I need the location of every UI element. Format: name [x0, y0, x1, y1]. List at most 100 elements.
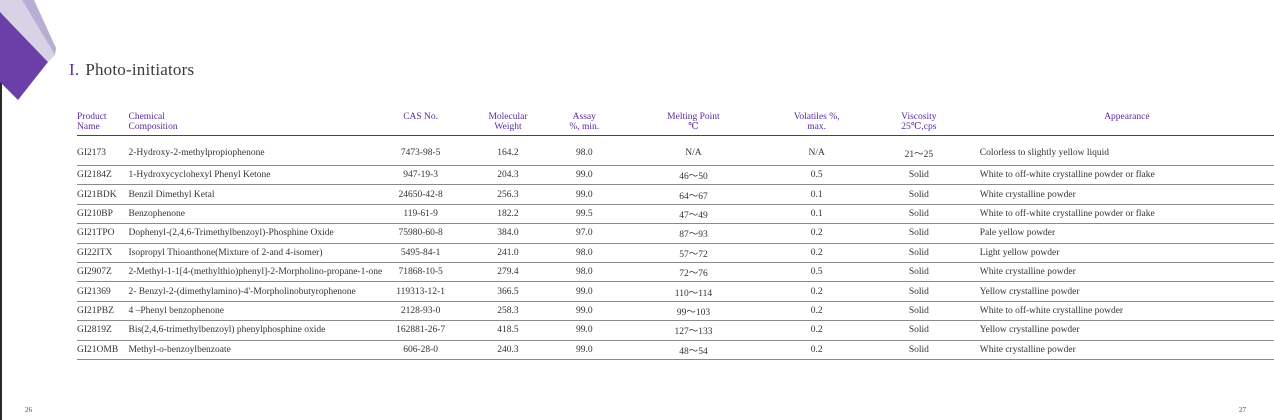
cell-chemical-composition: Benzil Dimethyl Ketal — [128, 184, 383, 205]
cell-viscosity: Solid — [857, 340, 980, 360]
header-assay: Assay%, min. — [557, 110, 612, 136]
corner-chevron-decoration — [0, 0, 56, 100]
cell-viscosity: 21～25 — [857, 135, 980, 166]
cell-product-name: GI21TPO — [77, 223, 129, 244]
cell-melting-point: 72～76 — [611, 262, 776, 283]
cell-appearance: White to off-white crystalline powder or… — [979, 165, 1274, 186]
cell-volatiles: 0.5 — [775, 262, 858, 283]
cell-cas-no: 606-28-0 — [382, 340, 459, 360]
cell-viscosity: Solid — [857, 184, 980, 205]
cell-assay: 99.0 — [557, 301, 612, 322]
cell-assay: 98.0 — [557, 135, 612, 166]
cell-cas-no: 75980-60-8 — [382, 223, 459, 244]
table-row: GI2184Z 1-Hydroxycyclohexyl Phenyl Ketone… — [77, 165, 1274, 186]
cell-cas-no: 947-19-3 — [382, 165, 459, 186]
cell-molecular-weight: 418.5 — [458, 320, 558, 341]
cell-appearance: Light yellow powder — [979, 243, 1274, 263]
cell-cas-no: 119313-12-1 — [382, 281, 459, 302]
cell-melting-point: 110～114 — [611, 281, 776, 302]
cell-molecular-weight: 204.3 — [458, 165, 558, 186]
table-row: GI2173 2-Hydroxy-2-methylpropiophenone 747… — [77, 135, 1274, 166]
cell-melting-point: 48～54 — [611, 340, 776, 360]
cell-volatiles: 0.2 — [775, 281, 858, 302]
cell-melting-point: 47～49 — [611, 204, 776, 225]
cell-viscosity: Solid — [857, 204, 980, 225]
table-row: GI2907Z 2-Methyl-1-1[4-(methylthio)phenyl… — [77, 262, 1274, 283]
cell-viscosity: Solid — [857, 165, 980, 186]
cell-chemical-composition: 2- Benzyl-2-(dimethylamino)-4'-Morpholin… — [128, 281, 383, 302]
table-row: GI22ITX Isopropyl Thioanthone(Mixture of … — [77, 243, 1274, 263]
cell-melting-point: 46～50 — [611, 165, 776, 186]
cell-viscosity: Solid — [857, 301, 980, 322]
cell-product-name: GI210BP — [77, 204, 129, 225]
cell-product-name: GI2819Z — [77, 320, 129, 341]
table-body: GI2173 2-Hydroxy-2-methylpropiophenone 747… — [77, 135, 1274, 360]
header-cas-no: CAS No. — [382, 110, 459, 136]
cell-product-name: GI21369 — [77, 281, 129, 302]
cell-melting-point: 64～67 — [611, 184, 776, 205]
cell-molecular-weight: 256.3 — [458, 184, 558, 205]
cell-molecular-weight: 279.4 — [458, 262, 558, 283]
cell-product-name: GI2173 — [77, 135, 129, 166]
cell-assay: 99.5 — [557, 204, 612, 225]
header-viscosity: Viscosity 25℃,cps — [857, 110, 980, 136]
cell-molecular-weight: 258.3 — [458, 301, 558, 322]
table-row: GI21TPO Dophenyl-(2,4,6-Trimethylbenzoyl)… — [77, 223, 1274, 244]
cell-chemical-composition: 2-Hydroxy-2-methylpropiophenone — [128, 135, 383, 166]
cell-product-name: GI21BDK — [77, 184, 129, 205]
cell-product-name: GI21OMB — [77, 340, 129, 360]
cell-assay: 99.0 — [557, 184, 612, 205]
cell-viscosity: Solid — [857, 320, 980, 341]
cell-volatiles: 0.2 — [775, 301, 858, 322]
cell-melting-point: N/A — [611, 135, 776, 166]
cell-chemical-composition: 1-Hydroxycyclohexyl Phenyl Ketone — [128, 165, 383, 186]
cell-viscosity: Solid — [857, 281, 980, 302]
page-spine-edge — [0, 0, 2, 420]
section-title-text: Photo-initiators — [85, 60, 195, 79]
cell-volatiles: 0.1 — [775, 184, 858, 205]
cell-chemical-composition: 4 –Phenyl benzophenone — [128, 301, 383, 322]
header-melting-point: Melting Point ℃ — [611, 110, 776, 136]
cell-appearance: White crystalline powder — [979, 184, 1274, 205]
cell-melting-point: 87～93 — [611, 223, 776, 244]
table-row: GI21PBZ 4 –Phenyl benzophenone 2128-93-0 25… — [77, 301, 1274, 322]
cell-chemical-composition: Dophenyl-(2,4,6-Trimethylbenzoyl)-Phosph… — [128, 223, 383, 244]
cell-product-name: GI22ITX — [77, 243, 129, 263]
cell-assay: 99.0 — [557, 320, 612, 341]
cell-cas-no: 2128-93-0 — [382, 301, 459, 322]
cell-cas-no: 24650-42-8 — [382, 184, 459, 205]
cell-cas-no: 7473-98-5 — [382, 135, 459, 166]
page-number-right: 27 — [1239, 406, 1246, 414]
cell-molecular-weight: 164.2 — [458, 135, 558, 166]
cell-product-name: GI2907Z — [77, 262, 129, 283]
header-molecular-weight: Molecular Weight — [458, 110, 558, 136]
cell-assay: 99.0 — [557, 165, 612, 186]
table-row: GI21369 2- Benzyl-2-(dimethylamino)-4'-Mo… — [77, 281, 1274, 302]
cell-volatiles: 0.2 — [775, 243, 858, 263]
cell-volatiles: N/A — [775, 135, 858, 166]
page-number-left: 26 — [25, 406, 32, 414]
cell-appearance: White to off-white crystalline powder — [979, 301, 1274, 322]
cell-chemical-composition: Isopropyl Thioanthone(Mixture of 2-and 4… — [128, 243, 383, 263]
table-row: GI210BP Benzophenone 119-61-9 182.2 99.5 47～4… — [77, 204, 1274, 225]
header-product-name: Product Name — [77, 110, 129, 136]
cell-molecular-weight: 241.0 — [458, 243, 558, 263]
cell-appearance: Pale yellow powder — [979, 223, 1274, 244]
header-volatiles: Volatiles %, max. — [775, 110, 858, 136]
cell-cas-no: 162881-26-7 — [382, 320, 459, 341]
cell-molecular-weight: 366.5 — [458, 281, 558, 302]
table-row: GI21BDK Benzil Dimethyl Ketal 24650-42-8 25… — [77, 184, 1274, 205]
cell-volatiles: 0.2 — [775, 223, 858, 244]
cell-assay: 98.0 — [557, 243, 612, 263]
cell-product-name: GI21PBZ — [77, 301, 129, 322]
cell-viscosity: Solid — [857, 262, 980, 283]
table-header-row: Product Name Chemical Composition CAS No. … — [77, 110, 1274, 136]
cell-cas-no: 119-61-9 — [382, 204, 459, 225]
cell-volatiles: 0.1 — [775, 204, 858, 225]
header-appearance: Appearance — [979, 110, 1274, 136]
cell-assay: 97.0 — [557, 223, 612, 244]
cell-melting-point: 99～103 — [611, 301, 776, 322]
header-chemical-composition: Chemical Composition — [128, 110, 383, 136]
cell-molecular-weight: 240.3 — [458, 340, 558, 360]
cell-volatiles: 0.2 — [775, 340, 858, 360]
